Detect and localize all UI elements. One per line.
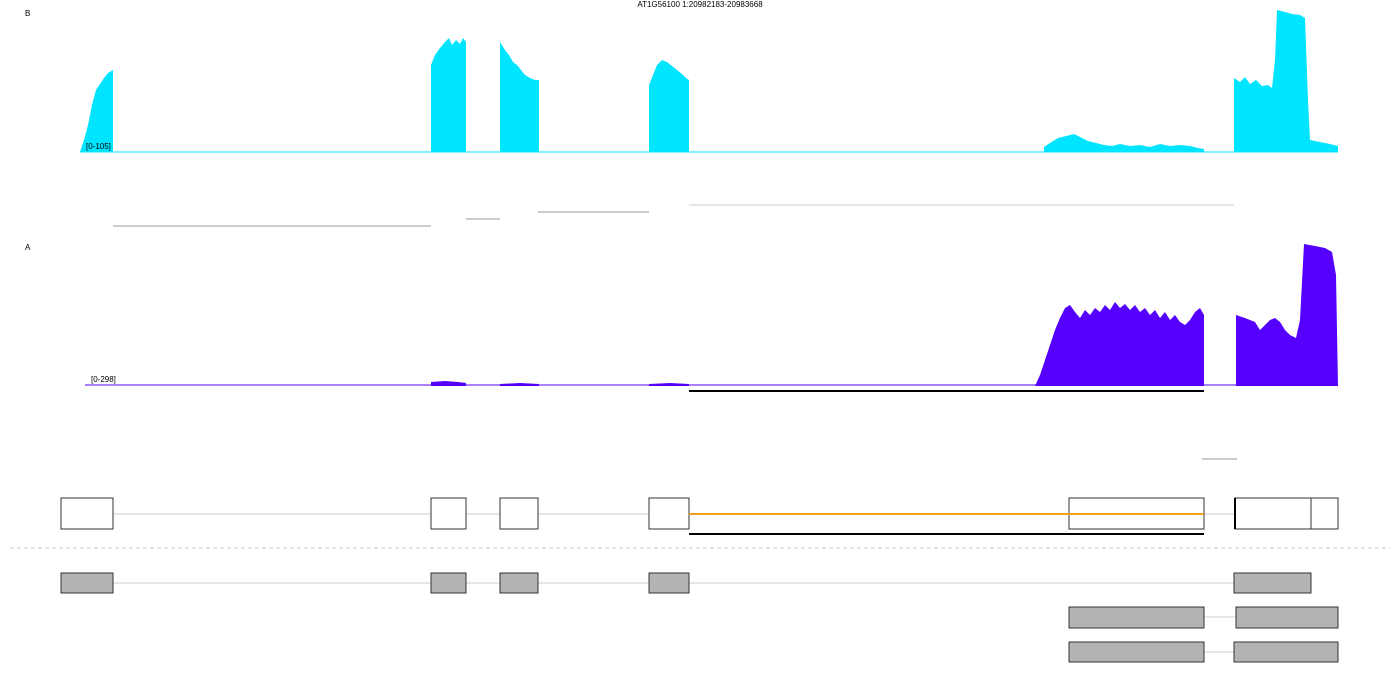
range-label: [0-298]: [91, 375, 116, 384]
coverage-b: [80, 10, 1338, 153]
title: AT1G56100 1:20982183-20983668: [637, 0, 763, 9]
gene-model: [60, 497, 1339, 535]
track-label: B: [25, 9, 30, 18]
track-label: A: [25, 243, 31, 252]
transcripts: [60, 572, 1339, 663]
range-label: [0-105]: [86, 142, 111, 151]
coverage-a: [85, 244, 1338, 386]
